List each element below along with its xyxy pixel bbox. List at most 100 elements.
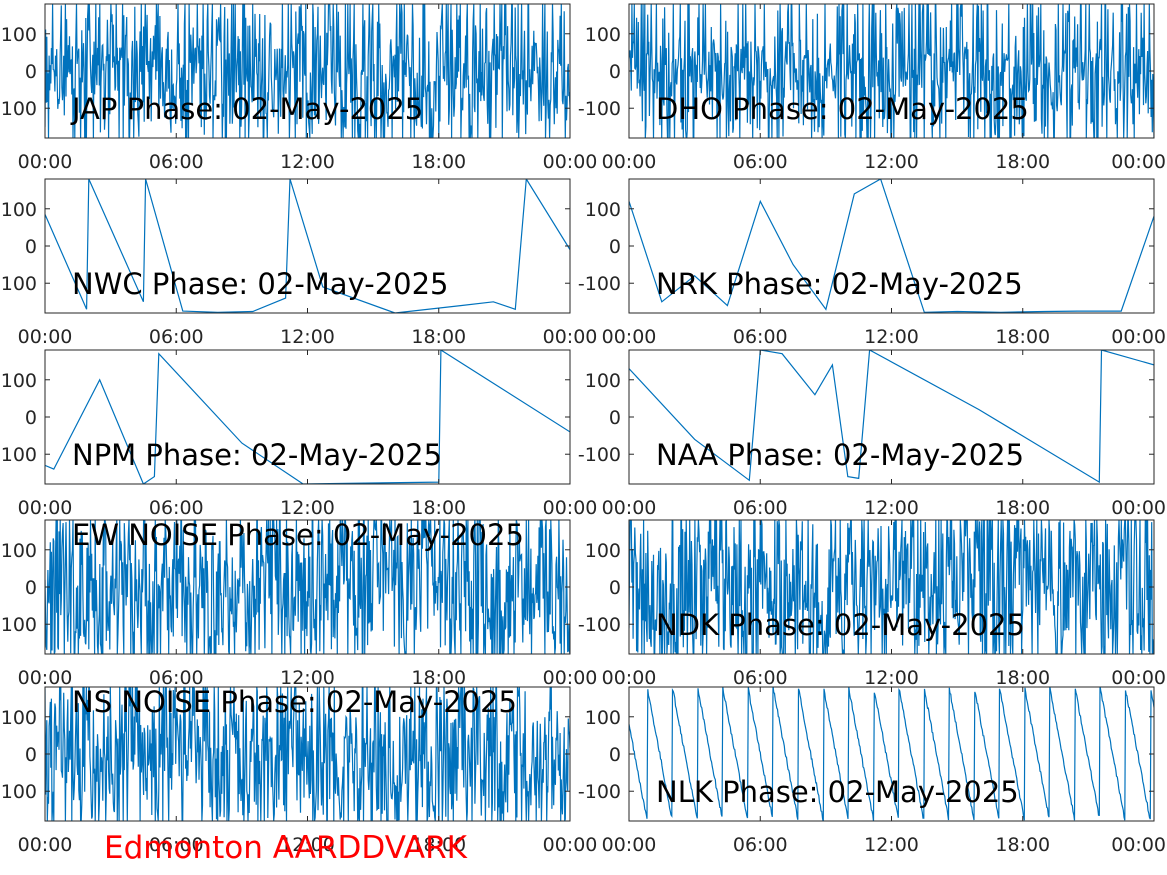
y-tick-label: 0	[25, 407, 37, 429]
x-tick-label: 12:00	[280, 326, 335, 348]
x-tick-label: 00:00	[18, 151, 73, 173]
x-tick-label: 00:00	[18, 326, 73, 348]
y-tick-label: 100	[585, 540, 621, 562]
subplot-1: 100 0 -100 00:00 06:00 12:00 18:00 00:00 DHO Pha…	[578, 3, 1166, 173]
x-tick-label: 18:00	[411, 326, 466, 348]
y-tick-label: 0	[609, 744, 621, 766]
x-tick-label: 00:00	[1111, 667, 1166, 689]
x-tick-label: 12:00	[864, 326, 919, 348]
y-tick-label: -100	[0, 98, 37, 120]
subplot-title: NLK Phase: 02-May-2025	[656, 775, 1019, 809]
x-tick-label: 00:00	[543, 326, 598, 348]
x-tick-label: 00:00	[1111, 834, 1166, 856]
y-tick-label: -100	[0, 444, 37, 466]
y-tick-label: -100	[0, 273, 37, 295]
x-tick-label: 06:00	[149, 497, 204, 519]
x-tick-label: 00:00	[543, 667, 598, 689]
subplot-title: NS NOISE Phase: 02-May-2025	[72, 685, 517, 719]
x-tick-label: 18:00	[995, 667, 1050, 689]
subplot-title: NAA Phase: 02-May-2025	[656, 438, 1024, 472]
x-tick-label: 00:00	[602, 326, 657, 348]
subplot-title: NRK Phase: 02-May-2025	[656, 267, 1023, 301]
y-tick-label: 100	[1, 199, 37, 221]
x-tick-label: 18:00	[411, 497, 466, 519]
x-tick-label: 18:00	[995, 326, 1050, 348]
x-tick-label: 06:00	[149, 326, 204, 348]
x-tick-label: 18:00	[411, 151, 466, 173]
x-tick-label: 12:00	[864, 667, 919, 689]
phase-trace	[45, 520, 570, 654]
y-tick-label: -100	[0, 781, 37, 803]
x-tick-label: 00:00	[1111, 151, 1166, 173]
phase-trace	[629, 687, 1154, 821]
y-tick-label: 100	[585, 707, 621, 729]
subplot-4: 100 0 -100 00:00 06:00 12:00 18:00 00:00 NPM Pha…	[0, 349, 598, 519]
phase-trace	[629, 4, 1154, 138]
subplot-2: 100 0 -100 00:00 06:00 12:00 18:00 00:00 NWC Pha…	[0, 178, 598, 348]
y-tick-label: 0	[609, 407, 621, 429]
subplot-5: 100 0 -100 00:00 06:00 12:00 18:00 00:00 NAA Pha…	[578, 349, 1166, 519]
y-tick-label: 0	[609, 61, 621, 83]
phase-trace	[629, 350, 1154, 484]
x-tick-label: 06:00	[149, 667, 204, 689]
y-tick-label: 0	[25, 61, 37, 83]
x-tick-label: 18:00	[411, 834, 466, 856]
y-tick-label: 100	[585, 24, 621, 46]
x-tick-label: 00:00	[18, 834, 73, 856]
subplot-title: NDK Phase: 02-May-2025	[656, 608, 1025, 642]
y-tick-label: 0	[609, 236, 621, 258]
subplot-9: 100 0 -100 00:00 06:00 12:00 18:00 00:00 NLK Pha…	[578, 686, 1166, 856]
x-tick-label: 12:00	[280, 151, 335, 173]
phase-trace	[45, 350, 570, 484]
x-tick-label: 06:00	[733, 326, 788, 348]
y-tick-label: 100	[1, 24, 37, 46]
subplot-7: 100 0 -100 00:00 06:00 12:00 18:00 00:00 NDK Pha…	[578, 519, 1166, 689]
phase-trace	[629, 179, 1154, 313]
x-tick-label: 00:00	[543, 497, 598, 519]
x-tick-label: 12:00	[864, 834, 919, 856]
y-tick-label: -100	[578, 614, 621, 636]
subplot-0: 100 0 -100 00:00 06:00 12:00 18:00 00:00 JAP Pha…	[0, 3, 598, 173]
x-tick-label: 18:00	[995, 834, 1050, 856]
x-tick-label: 00:00	[602, 834, 657, 856]
x-tick-label: 00:00	[543, 834, 598, 856]
x-tick-label: 00:00	[602, 497, 657, 519]
subplot-3: 100 0 -100 00:00 06:00 12:00 18:00 00:00 NRK Pha…	[578, 178, 1166, 348]
phase-trace	[45, 687, 570, 821]
y-tick-label: 0	[25, 744, 37, 766]
x-tick-label: 06:00	[733, 151, 788, 173]
x-tick-label: 00:00	[602, 667, 657, 689]
y-tick-label: 0	[25, 577, 37, 599]
x-tick-label: 00:00	[543, 151, 598, 173]
phase-trace	[629, 520, 1154, 654]
x-tick-label: 06:00	[733, 497, 788, 519]
x-tick-label: 18:00	[995, 497, 1050, 519]
y-tick-label: -100	[578, 444, 621, 466]
x-tick-label: 00:00	[602, 151, 657, 173]
x-tick-label: 12:00	[864, 151, 919, 173]
x-tick-label: 06:00	[733, 667, 788, 689]
y-tick-label: 100	[585, 370, 621, 392]
x-tick-label: 12:00	[280, 667, 335, 689]
x-tick-label: 00:00	[18, 497, 73, 519]
subplot-title: NWC Phase: 02-May-2025	[72, 267, 449, 301]
subplot-title: EW NOISE Phase: 02-May-2025	[72, 518, 524, 552]
phase-trace	[45, 4, 570, 138]
x-tick-label: 06:00	[149, 151, 204, 173]
x-tick-label: 12:00	[280, 497, 335, 519]
y-tick-label: -100	[0, 614, 37, 636]
subplot-8: 100 0 -100 00:00 06:00 12:00 18:00 00:00 NS NOIS…	[0, 685, 597, 856]
y-tick-label: 100	[1, 370, 37, 392]
y-tick-label: -100	[578, 98, 621, 120]
x-tick-label: 18:00	[411, 667, 466, 689]
x-tick-label: 18:00	[995, 151, 1050, 173]
x-tick-label: 00:00	[1111, 497, 1166, 519]
y-tick-label: -100	[578, 781, 621, 803]
y-tick-label: 0	[609, 577, 621, 599]
y-tick-label: 100	[1, 707, 37, 729]
subplot-title: NPM Phase: 02-May-2025	[72, 438, 442, 472]
y-tick-label: 0	[25, 236, 37, 258]
x-tick-label: 00:00	[18, 667, 73, 689]
station-label: Edmonton AARDDVARK	[104, 830, 468, 866]
subplot-6: 100 0 -100 00:00 06:00 12:00 18:00 00:00 EW NOIS…	[0, 518, 597, 689]
